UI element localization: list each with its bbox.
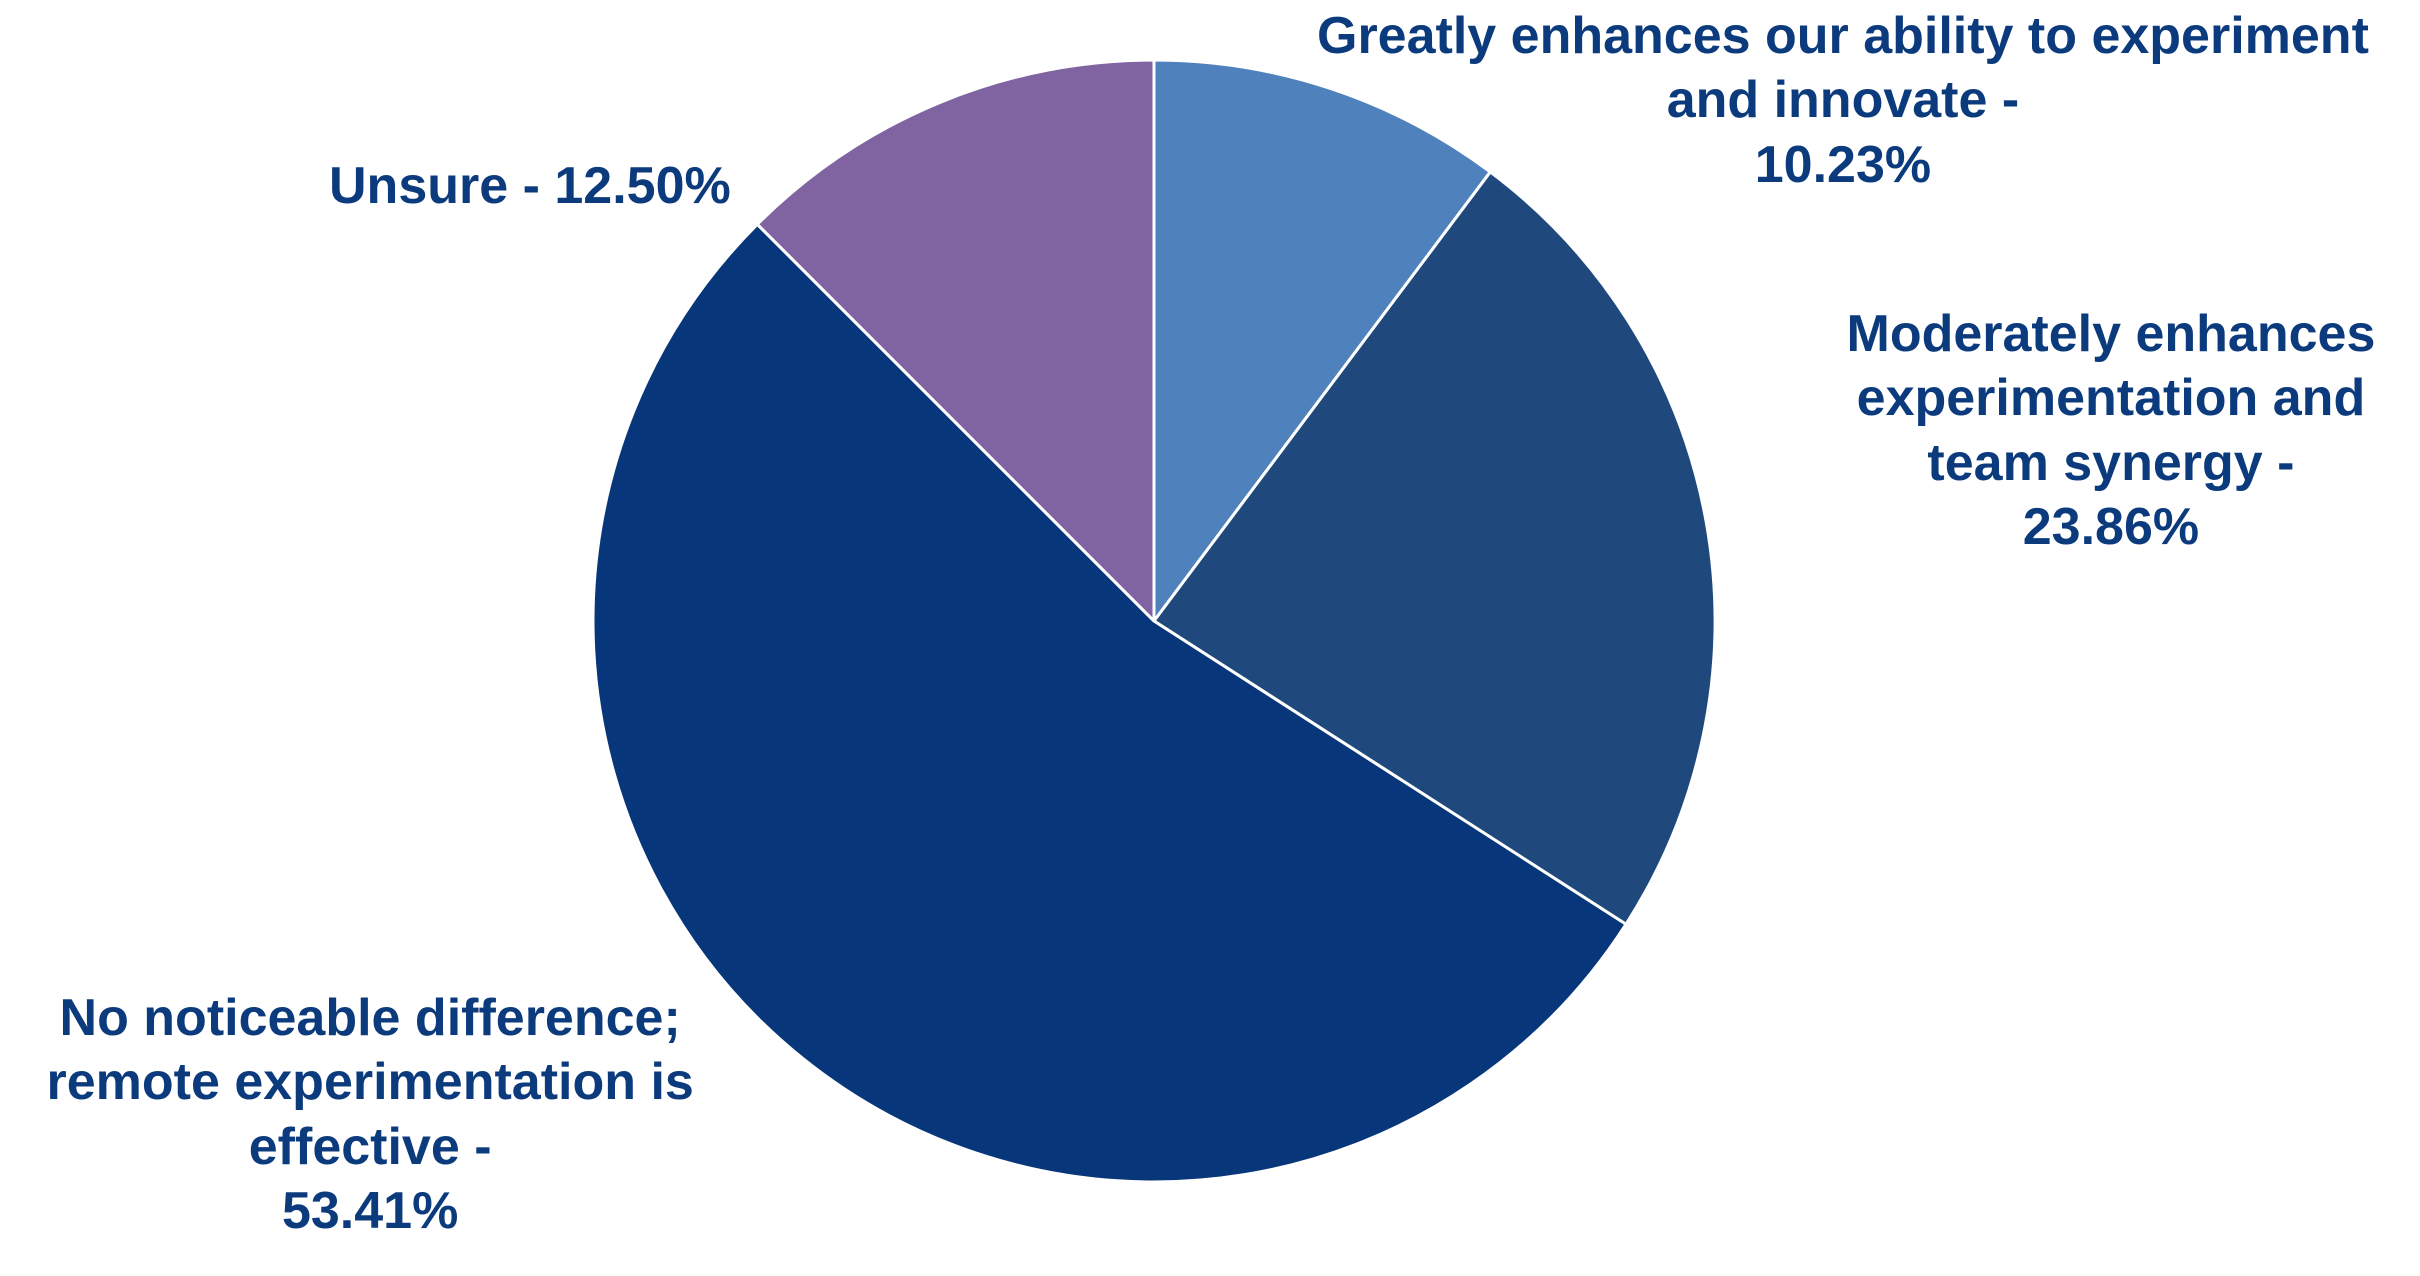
slice-label-4: Unsure - 12.50% xyxy=(329,154,731,218)
slice-label-2-line: team synergy - xyxy=(1927,433,2295,492)
slice-label-3-line: No noticeable difference; xyxy=(59,989,681,1047)
pie-slice-4 xyxy=(755,58,1156,623)
slice-label-2: Moderately enhances experimentation and te… xyxy=(1847,302,2376,560)
slice-label-3-line: remote experimentation is xyxy=(46,1053,694,1112)
slice-label-1: Greatly enhances our ability to experime… xyxy=(1317,4,2369,197)
pie-slice-1 xyxy=(1152,58,1492,623)
pie-slice-3 xyxy=(591,222,1628,1184)
slice-label-1-line: and innovate - xyxy=(1666,71,2020,130)
slice-label-2-line: 23.86% xyxy=(2022,498,2200,557)
slice-label-3: No noticeable difference; remote experime… xyxy=(47,986,694,1244)
slice-label-3-line: 53.41% xyxy=(281,1182,459,1241)
slice-label-1-line: 10.23% xyxy=(1754,135,1932,194)
pie-slice-2 xyxy=(1152,170,1717,926)
slice-label-2-line: experimentation and xyxy=(1856,369,2366,428)
slice-label-4-line: Unsure - 12.50% xyxy=(329,157,731,215)
slice-label-1-line: Greatly enhances our ability to experime… xyxy=(1317,7,2369,65)
slice-label-2-line: Moderately enhances xyxy=(1846,305,2376,363)
slice-label-3-line: effective - xyxy=(248,1117,492,1176)
